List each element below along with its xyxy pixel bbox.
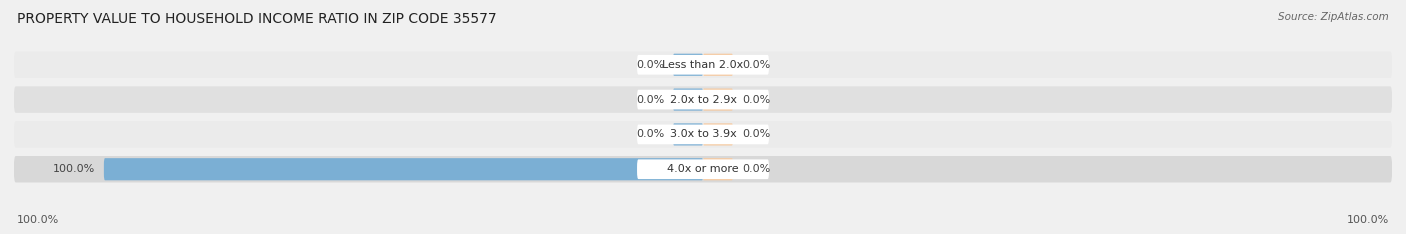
Text: 0.0%: 0.0% bbox=[742, 60, 770, 70]
Text: 0.0%: 0.0% bbox=[742, 129, 770, 139]
FancyBboxPatch shape bbox=[637, 124, 769, 144]
FancyBboxPatch shape bbox=[673, 54, 703, 76]
FancyBboxPatch shape bbox=[637, 90, 769, 110]
Text: Source: ZipAtlas.com: Source: ZipAtlas.com bbox=[1278, 12, 1389, 22]
Text: 100.0%: 100.0% bbox=[17, 215, 59, 225]
FancyBboxPatch shape bbox=[637, 159, 769, 179]
FancyBboxPatch shape bbox=[104, 158, 703, 180]
FancyBboxPatch shape bbox=[14, 156, 1392, 183]
Text: 100.0%: 100.0% bbox=[1347, 215, 1389, 225]
Text: 0.0%: 0.0% bbox=[636, 60, 664, 70]
Text: 100.0%: 100.0% bbox=[52, 164, 96, 174]
FancyBboxPatch shape bbox=[673, 88, 703, 111]
Text: 4.0x or more: 4.0x or more bbox=[668, 164, 738, 174]
Text: 0.0%: 0.0% bbox=[636, 129, 664, 139]
Text: Less than 2.0x: Less than 2.0x bbox=[662, 60, 744, 70]
Text: 0.0%: 0.0% bbox=[742, 95, 770, 105]
FancyBboxPatch shape bbox=[703, 54, 733, 76]
Text: 0.0%: 0.0% bbox=[636, 95, 664, 105]
Text: 3.0x to 3.9x: 3.0x to 3.9x bbox=[669, 129, 737, 139]
FancyBboxPatch shape bbox=[14, 51, 1392, 78]
FancyBboxPatch shape bbox=[703, 158, 733, 180]
Text: 2.0x to 2.9x: 2.0x to 2.9x bbox=[669, 95, 737, 105]
Text: PROPERTY VALUE TO HOUSEHOLD INCOME RATIO IN ZIP CODE 35577: PROPERTY VALUE TO HOUSEHOLD INCOME RATIO… bbox=[17, 12, 496, 26]
FancyBboxPatch shape bbox=[703, 123, 733, 146]
FancyBboxPatch shape bbox=[14, 121, 1392, 148]
Text: 0.0%: 0.0% bbox=[742, 164, 770, 174]
FancyBboxPatch shape bbox=[673, 123, 703, 146]
FancyBboxPatch shape bbox=[14, 86, 1392, 113]
FancyBboxPatch shape bbox=[637, 55, 769, 75]
FancyBboxPatch shape bbox=[703, 88, 733, 111]
